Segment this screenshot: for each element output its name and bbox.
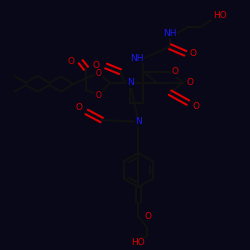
Text: NH: NH (130, 54, 143, 63)
Text: N: N (135, 117, 142, 126)
Text: O: O (75, 104, 82, 112)
Text: O: O (92, 62, 100, 70)
Text: O: O (96, 90, 101, 100)
Text: O: O (96, 69, 101, 78)
Text: O: O (186, 78, 193, 87)
Text: HO: HO (132, 238, 145, 247)
Text: O: O (172, 67, 178, 76)
Text: O: O (192, 102, 200, 111)
Text: NH: NH (163, 29, 177, 38)
Text: O: O (145, 212, 152, 221)
Text: HO: HO (213, 12, 226, 20)
Text: O: O (67, 57, 74, 66)
Text: O: O (190, 49, 197, 58)
Text: N: N (127, 78, 134, 87)
